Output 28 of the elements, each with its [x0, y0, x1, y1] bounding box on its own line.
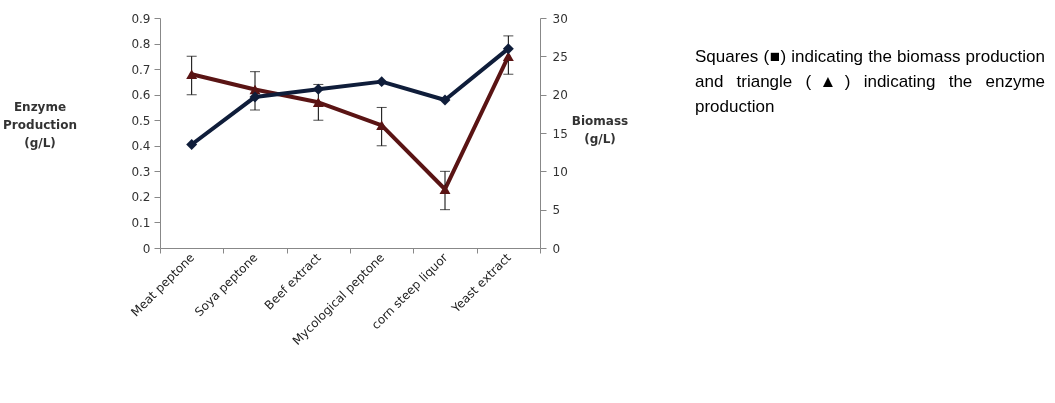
y2-tick-label: 5 [552, 203, 561, 218]
point [312, 97, 324, 108]
text: Squares (■) indicating the biomass production and triangle (▲) indicating the enzyme production [695, 46, 1045, 118]
y2-tick-label: 30 [552, 11, 568, 26]
y2-tick-label: 25 [552, 49, 568, 64]
y-tick-label: 0.8 [131, 37, 151, 52]
y-tick-label: 0.2 [131, 190, 151, 205]
y-tick-label: 0 [142, 241, 151, 256]
y2-axis-title: Biomass (g/L) [571, 114, 629, 146]
y-tick-label: 0.4 [131, 139, 151, 154]
point [186, 139, 198, 150]
point [439, 184, 451, 194]
y2-tick-label: 20 [552, 88, 568, 103]
point [376, 76, 388, 88]
point [502, 43, 514, 55]
y-tick-label: 0.5 [131, 113, 151, 128]
y-tick-label: 0.9 [131, 11, 151, 26]
point [439, 94, 451, 106]
y2-tick-label: 0 [552, 241, 561, 256]
point [249, 91, 261, 103]
y-tick-label: 0.6 [131, 88, 151, 103]
y-axis-title: Enzyme Production (g/L) [2, 99, 78, 152]
y-tick-label: 0.7 [131, 62, 151, 77]
y-tick-label: 0.3 [131, 164, 151, 179]
y-tick-label: 0.1 [131, 215, 151, 230]
y2-tick-label: 15 [552, 126, 568, 141]
y2-tick-label: 10 [552, 164, 568, 179]
point [186, 69, 198, 79]
